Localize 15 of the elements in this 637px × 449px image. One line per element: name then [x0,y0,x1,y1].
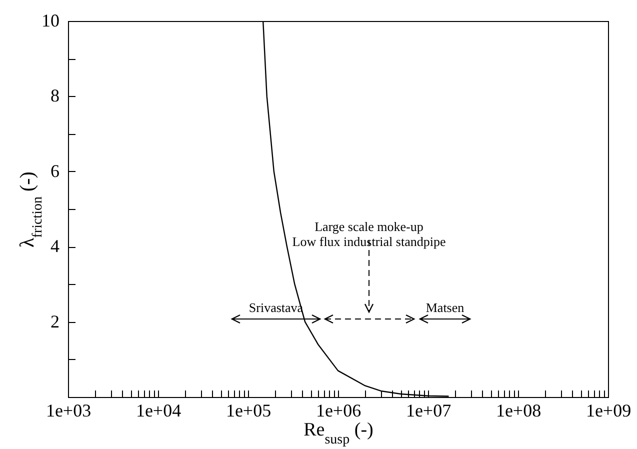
y-tick-label: 10 [42,10,60,30]
y-tick-label: 6 [50,160,60,181]
annotation: Large scale moke-up Low flux industrial standpipe [292,219,446,249]
x-tick-label: 1e+04 [136,400,182,420]
x-tick-label: 1e+07 [406,400,452,420]
y-tick-label: 2 [50,311,60,332]
x-axis-title: Re$_{susp}$ (-) [304,420,374,447]
x-tick-label: 1e+08 [496,400,542,420]
x-tick-label: 1e+06 [316,400,362,420]
y-tick-label: 8 [50,86,60,106]
x-tick-label: 1e+05 [226,400,272,420]
x-tick-label: 1e+03 [46,400,92,420]
y-tick-label: 4 [50,236,60,256]
x-tick-label: 1e+09 [586,400,632,420]
annotation: Matsen [426,300,465,315]
